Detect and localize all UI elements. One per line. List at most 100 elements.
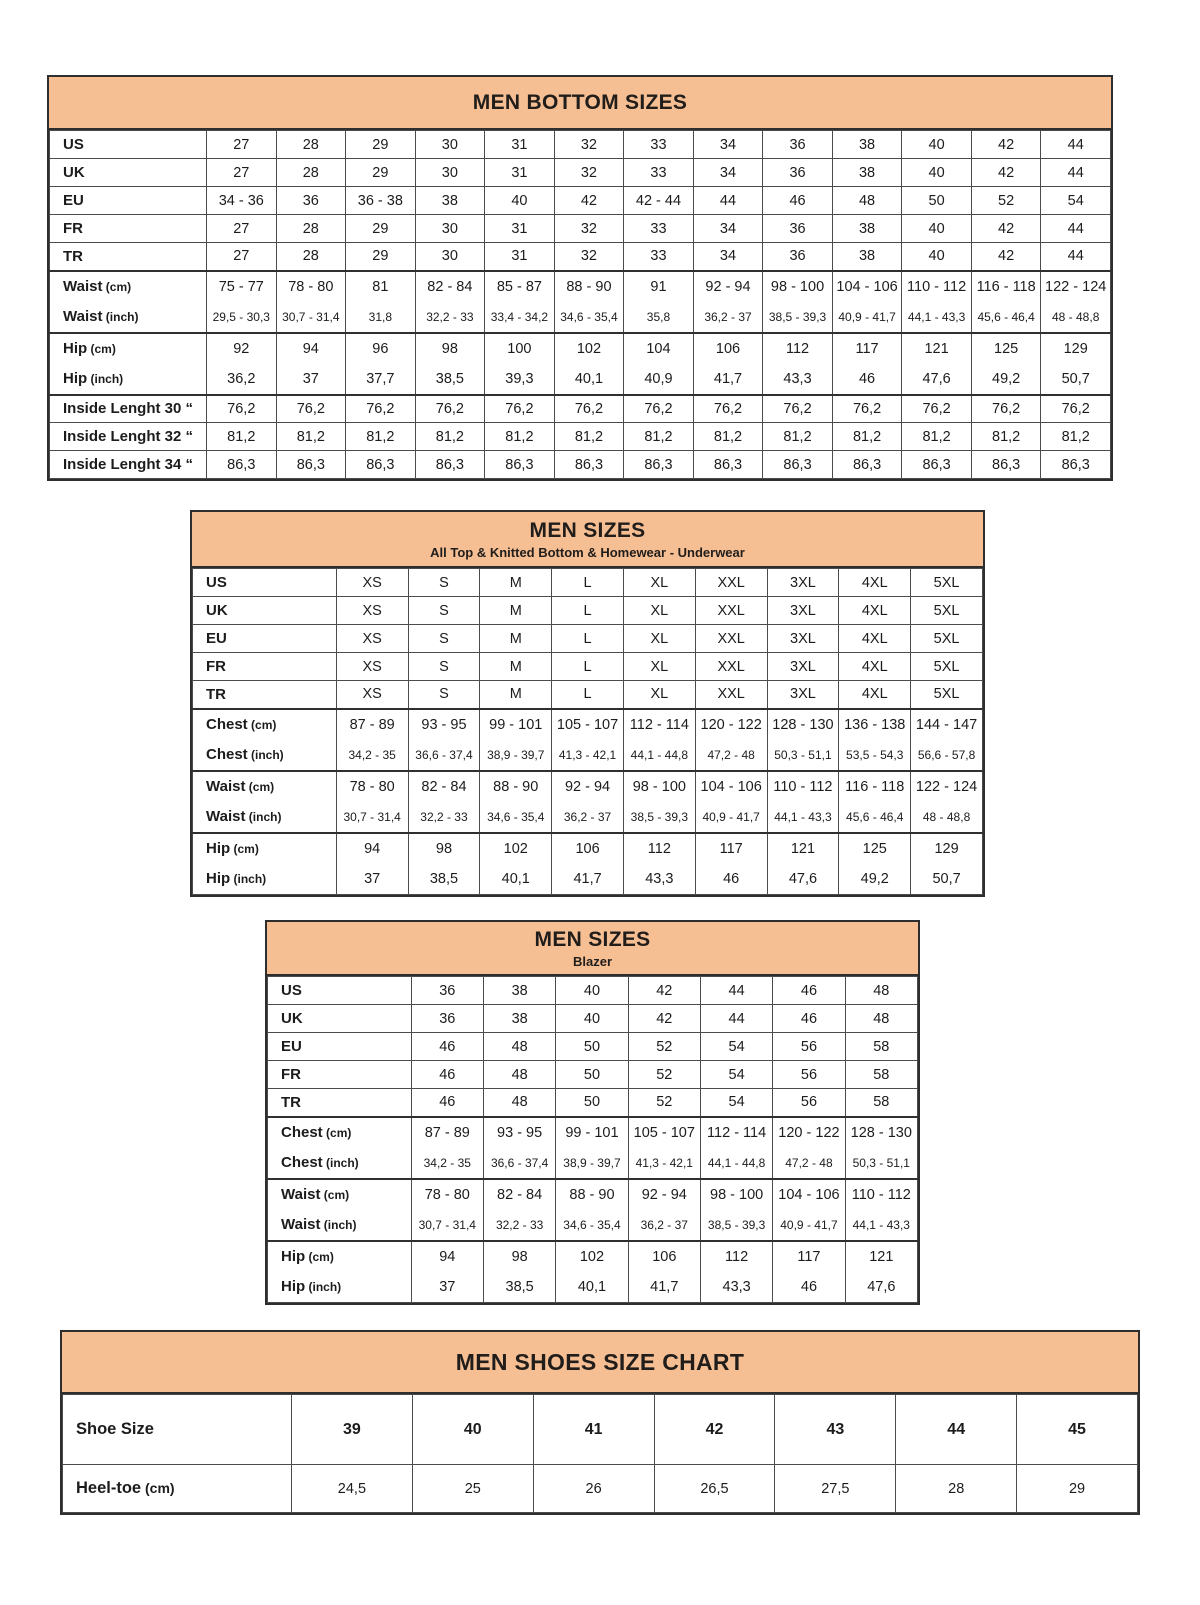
size-cell: 36 <box>762 130 833 159</box>
size-cell: 125 <box>970 331 1042 364</box>
size-cell: 128 - 130 <box>844 1115 919 1148</box>
size-cell: 24,5 <box>290 1464 413 1513</box>
size-cell: 39,3 <box>484 363 555 395</box>
size-cell: 44,1 - 44,8 <box>622 739 696 771</box>
row-label: Hip (cm) <box>48 331 208 364</box>
row-label: Chest (inch) <box>267 1147 412 1179</box>
size-cell: 88 - 90 <box>555 1177 629 1210</box>
size-cell: 81,2 <box>275 422 347 451</box>
size-cell: 30,7 - 31,4 <box>335 801 409 833</box>
size-cell: 40 <box>901 242 972 271</box>
size-cell: 28 <box>275 214 347 243</box>
size-cell: 36,2 - 37 <box>551 801 624 833</box>
size-cell: 42 <box>970 130 1042 159</box>
size-cell: S <box>407 596 481 625</box>
size-cell: 38 <box>482 1004 557 1033</box>
size-cell: 36 <box>762 242 833 271</box>
size-cell: 38,5 - 39,3 <box>699 1209 774 1241</box>
size-cell: 36,2 <box>206 363 277 395</box>
size-cell: 76,2 <box>553 393 625 423</box>
size-cell: 42 - 44 <box>623 186 694 215</box>
size-cell: XS <box>335 680 409 709</box>
size-cell: 47,6 <box>901 363 972 395</box>
size-cell: L <box>551 680 624 709</box>
size-cell: 36 <box>410 976 484 1005</box>
size-cell: 30 <box>414 214 486 243</box>
size-cell: 38,9 - 39,7 <box>479 739 553 771</box>
size-cell: 58 <box>844 1032 919 1061</box>
table-subtitle: Blazer <box>572 953 613 969</box>
size-cell: 3XL <box>766 680 840 709</box>
size-cell: 98 - 100 <box>699 1177 774 1210</box>
size-cell: 33 <box>623 130 694 159</box>
size-cell: 43 <box>774 1394 897 1465</box>
size-cell: 32 <box>553 214 625 243</box>
size-cell: XL <box>622 568 696 597</box>
size-cell: 25 <box>411 1464 534 1513</box>
size-cell: 78 - 80 <box>335 769 409 802</box>
size-cell: XL <box>622 596 696 625</box>
table-row: Waist (inch) 30,7 - 31,4 32,2 - 33 34,6 - 3… <box>192 801 983 833</box>
size-cell: 29 <box>345 130 416 159</box>
size-cell: 117 <box>772 1239 846 1272</box>
size-cell: 76,2 <box>970 393 1042 423</box>
men-sizes-top-grid: US XS S M L XL XXL 3XL 4XL 5XL UK XS S M L XL XXL 3XL 4XL 5… <box>192 568 983 895</box>
size-cell: 128 - 130 <box>766 707 840 740</box>
size-cell: 41,3 - 42,1 <box>551 739 624 771</box>
table-row: Waist (cm) 78 - 80 82 - 84 88 - 90 92 - 94 98… <box>267 1177 919 1210</box>
size-cell: XXL <box>694 596 768 625</box>
row-label: Waist (inch) <box>192 801 337 833</box>
size-cell: 27 <box>206 130 277 159</box>
size-cell: 104 - 106 <box>831 269 903 302</box>
size-cell: 75 - 77 <box>206 269 277 302</box>
size-cell: 42 <box>970 158 1042 187</box>
size-cell: M <box>479 624 553 653</box>
size-cell: 76,2 <box>831 393 903 423</box>
size-cell: 98 - 100 <box>622 769 696 802</box>
size-cell: 44 <box>699 976 774 1005</box>
size-cell: XXL <box>694 568 768 597</box>
size-cell: 38 <box>414 186 486 215</box>
row-label: FR <box>48 214 208 243</box>
size-cell: 94 <box>410 1239 484 1272</box>
size-cell: 33 <box>623 158 694 187</box>
size-cell: 37,7 <box>345 363 416 395</box>
size-cell: 37 <box>335 863 409 895</box>
size-cell: 47,6 <box>844 1271 919 1303</box>
size-cell: 32,2 - 33 <box>407 801 481 833</box>
size-cell: 34 <box>692 242 764 271</box>
size-cell: 81,2 <box>692 422 764 451</box>
size-cell: 88 - 90 <box>479 769 553 802</box>
size-cell: 34,2 - 35 <box>410 1147 484 1179</box>
size-cell: 98 <box>407 831 481 864</box>
size-cell: 30 <box>414 130 486 159</box>
size-cell: 50,7 <box>1040 363 1111 395</box>
size-cell: 129 <box>1040 331 1111 364</box>
size-cell: 81,2 <box>762 422 833 451</box>
size-cell: 117 <box>831 331 903 364</box>
table-row: Hip (cm) 94 98 102 106 112 117 121 125 129 <box>192 831 983 864</box>
size-cell: 40,9 - 41,7 <box>694 801 768 833</box>
table-row: FR XS S M L XL XXL 3XL 4XL 5XL <box>192 652 983 681</box>
size-cell: 38 <box>831 158 903 187</box>
size-cell: 38,5 <box>482 1271 557 1303</box>
row-label: UK <box>192 596 337 625</box>
size-cell: M <box>479 652 553 681</box>
size-cell: 40 <box>901 130 972 159</box>
table-row: Inside Lenght 32 “81,2 81,2 81,2 81,2 81,2 81… <box>48 422 1111 451</box>
size-cell: 86,3 <box>901 450 972 479</box>
size-cell: 38,5 - 39,3 <box>762 301 833 333</box>
table-row: Waist (cm) 78 - 80 82 - 84 88 - 90 92 - 94 98… <box>192 769 983 802</box>
table-subtitle: All Top & Knitted Bottom & Homewear - Un… <box>430 544 745 560</box>
size-cell: 47,6 <box>766 863 840 895</box>
size-cell: 58 <box>844 1060 919 1089</box>
size-cell: 47,2 - 48 <box>772 1147 846 1179</box>
table-row: Hip (inch) 37 38,5 40,1 41,7 43,3 46 47,6 49,2 50… <box>192 863 983 895</box>
size-cell: 4XL <box>838 596 912 625</box>
size-cell: 46 <box>772 1004 846 1033</box>
size-cell: 28 <box>895 1464 1018 1513</box>
size-cell: 56,6 - 57,8 <box>910 739 983 771</box>
size-cell: 112 - 114 <box>699 1115 774 1148</box>
size-cell: 104 - 106 <box>772 1177 846 1210</box>
size-cell: 29,5 - 30,3 <box>206 301 277 333</box>
